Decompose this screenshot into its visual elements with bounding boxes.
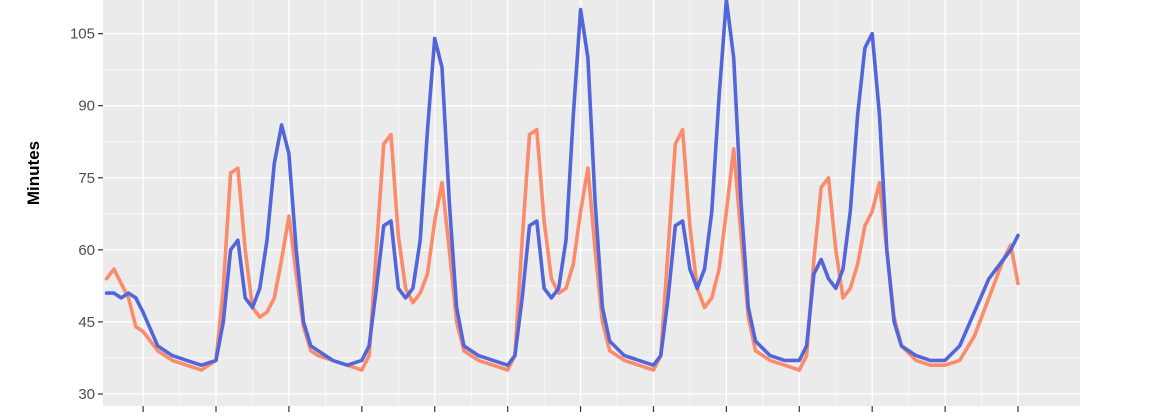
y-tick-label: 60 — [78, 242, 95, 259]
y-tick-label: 45 — [78, 314, 95, 331]
y-axis-tick-labels: 30 45 60 75 90 105 — [70, 26, 95, 403]
series-line-2 — [104, 0, 1020, 368]
x-axis-ticks — [142, 406, 1019, 412]
y-axis-ticks — [98, 33, 103, 395]
series-lines — [104, 0, 1020, 372]
y-axis-title: Minutes — [24, 141, 43, 205]
y-tick-label: 75 — [78, 170, 95, 187]
y-tick-label: 30 — [78, 386, 95, 403]
y-tick-label: 105 — [70, 26, 95, 43]
y-tick-label: 90 — [78, 98, 95, 115]
series-line-1 — [104, 127, 1020, 372]
